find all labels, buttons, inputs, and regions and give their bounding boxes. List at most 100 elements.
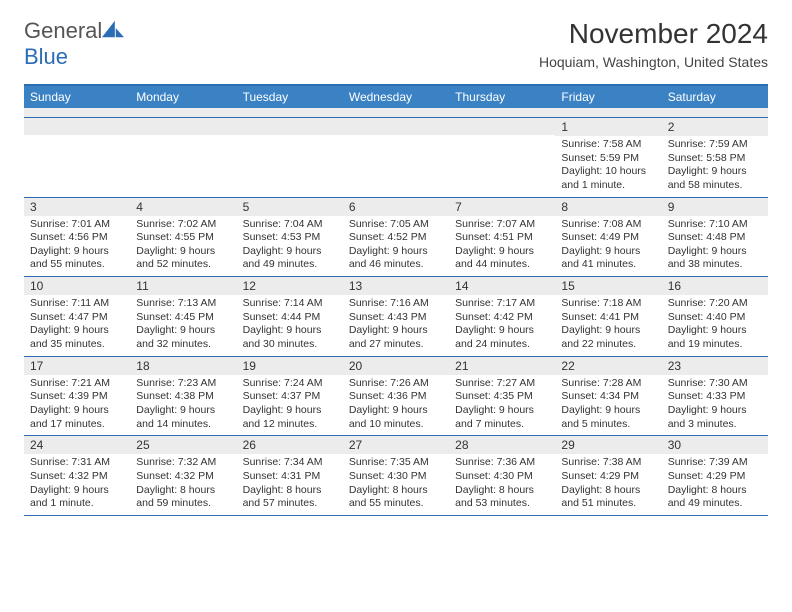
day-cell: 16Sunrise: 7:20 AMSunset: 4:40 PMDayligh…: [662, 277, 768, 356]
sunrise-line: Sunrise: 7:11 AM: [30, 297, 124, 311]
sunset-line: Sunset: 4:33 PM: [668, 390, 762, 404]
daylight-line: Daylight: 9 hours and 22 minutes.: [561, 324, 655, 351]
logo-triangle-icon: [102, 20, 124, 38]
day-number: [237, 118, 343, 135]
day-cell: 22Sunrise: 7:28 AMSunset: 4:34 PMDayligh…: [555, 357, 661, 436]
daylight-line: Daylight: 9 hours and 3 minutes.: [668, 404, 762, 431]
day-cell: 1Sunrise: 7:58 AMSunset: 5:59 PMDaylight…: [555, 118, 661, 197]
day-cell: 9Sunrise: 7:10 AMSunset: 4:48 PMDaylight…: [662, 198, 768, 277]
logo-word1: General: [24, 18, 102, 43]
sunrise-line: Sunrise: 7:18 AM: [561, 297, 655, 311]
day-cell: 11Sunrise: 7:13 AMSunset: 4:45 PMDayligh…: [130, 277, 236, 356]
week-row: 17Sunrise: 7:21 AMSunset: 4:39 PMDayligh…: [24, 357, 768, 437]
weekday-label: Wednesday: [343, 86, 449, 108]
day-number: 9: [662, 198, 768, 216]
day-body: Sunrise: 7:32 AMSunset: 4:32 PMDaylight:…: [130, 454, 236, 515]
sunrise-line: Sunrise: 7:05 AM: [349, 218, 443, 232]
day-cell: 4Sunrise: 7:02 AMSunset: 4:55 PMDaylight…: [130, 198, 236, 277]
day-body: Sunrise: 7:34 AMSunset: 4:31 PMDaylight:…: [237, 454, 343, 515]
sunrise-line: Sunrise: 7:13 AM: [136, 297, 230, 311]
header: GeneralBlue November 2024 Hoquiam, Washi…: [0, 0, 792, 76]
sunrise-line: Sunrise: 7:38 AM: [561, 456, 655, 470]
day-body: Sunrise: 7:38 AMSunset: 4:29 PMDaylight:…: [555, 454, 661, 515]
daylight-line: Daylight: 9 hours and 12 minutes.: [243, 404, 337, 431]
sunrise-line: Sunrise: 7:36 AM: [455, 456, 549, 470]
day-cell: 8Sunrise: 7:08 AMSunset: 4:49 PMDaylight…: [555, 198, 661, 277]
day-number: 28: [449, 436, 555, 454]
sunset-line: Sunset: 4:56 PM: [30, 231, 124, 245]
daylight-line: Daylight: 9 hours and 49 minutes.: [243, 245, 337, 272]
day-cell: [24, 118, 130, 197]
day-body: Sunrise: 7:36 AMSunset: 4:30 PMDaylight:…: [449, 454, 555, 515]
sunset-line: Sunset: 4:51 PM: [455, 231, 549, 245]
day-number: 19: [237, 357, 343, 375]
week-row: 10Sunrise: 7:11 AMSunset: 4:47 PMDayligh…: [24, 277, 768, 357]
day-body: Sunrise: 7:02 AMSunset: 4:55 PMDaylight:…: [130, 216, 236, 277]
sunrise-line: Sunrise: 7:34 AM: [243, 456, 337, 470]
day-body: [130, 135, 236, 195]
sunrise-line: Sunrise: 7:35 AM: [349, 456, 443, 470]
day-body: Sunrise: 7:31 AMSunset: 4:32 PMDaylight:…: [24, 454, 130, 515]
daylight-line: Daylight: 9 hours and 55 minutes.: [30, 245, 124, 272]
daylight-line: Daylight: 8 hours and 57 minutes.: [243, 484, 337, 511]
day-body: Sunrise: 7:26 AMSunset: 4:36 PMDaylight:…: [343, 375, 449, 436]
day-number: 12: [237, 277, 343, 295]
day-cell: 10 Sunrise: 7:11 AMSunset: 4:47 PMDayligh…: [24, 277, 130, 356]
day-cell: 24Sunrise: 7:31 AMSunset: 4:32 PMDayligh…: [24, 436, 130, 515]
sunrise-line: Sunrise: 7:31 AM: [30, 456, 124, 470]
day-number: 30: [662, 436, 768, 454]
daylight-line: Daylight: 9 hours and 35 minutes.: [30, 324, 124, 351]
sunrise-line: Sunrise: 7:27 AM: [455, 377, 549, 391]
day-body: [237, 135, 343, 195]
daylight-line: Daylight: 8 hours and 49 minutes.: [668, 484, 762, 511]
sunrise-line: Sunrise: 7:39 AM: [668, 456, 762, 470]
sunset-line: Sunset: 5:59 PM: [561, 152, 655, 166]
sunrise-line: Sunrise: 7:21 AM: [30, 377, 124, 391]
page-subtitle: Hoquiam, Washington, United States: [539, 54, 768, 70]
day-cell: 27Sunrise: 7:35 AMSunset: 4:30 PMDayligh…: [343, 436, 449, 515]
sunset-line: Sunset: 4:45 PM: [136, 311, 230, 325]
sunset-line: Sunset: 5:58 PM: [668, 152, 762, 166]
sunset-line: Sunset: 4:47 PM: [30, 311, 124, 325]
daylight-line: Daylight: 9 hours and 19 minutes.: [668, 324, 762, 351]
sunrise-line: Sunrise: 7:08 AM: [561, 218, 655, 232]
day-number: 10: [24, 277, 130, 295]
day-body: Sunrise: 7:10 AMSunset: 4:48 PMDaylight:…: [662, 216, 768, 277]
daylight-line: Daylight: 9 hours and 24 minutes.: [455, 324, 549, 351]
day-cell: [449, 118, 555, 197]
day-number: 29: [555, 436, 661, 454]
weekday-label: Friday: [555, 86, 661, 108]
day-number: 7: [449, 198, 555, 216]
weekday-label: Sunday: [24, 86, 130, 108]
day-number: 21: [449, 357, 555, 375]
sunset-line: Sunset: 4:32 PM: [30, 470, 124, 484]
weekday-row: SundayMondayTuesdayWednesdayThursdayFrid…: [24, 86, 768, 108]
daylight-line: Daylight: 9 hours and 58 minutes.: [668, 165, 762, 192]
weekday-label: Tuesday: [237, 86, 343, 108]
daylight-line: Daylight: 9 hours and 7 minutes.: [455, 404, 549, 431]
daylight-line: Daylight: 9 hours and 38 minutes.: [668, 245, 762, 272]
sunset-line: Sunset: 4:31 PM: [243, 470, 337, 484]
day-body: [24, 135, 130, 195]
day-number: 3: [24, 198, 130, 216]
daylight-line: Daylight: 8 hours and 55 minutes.: [349, 484, 443, 511]
daylight-line: Daylight: 9 hours and 5 minutes.: [561, 404, 655, 431]
day-cell: [237, 118, 343, 197]
sunrise-line: Sunrise: 7:30 AM: [668, 377, 762, 391]
day-body: Sunrise: 7:23 AMSunset: 4:38 PMDaylight:…: [130, 375, 236, 436]
day-body: Sunrise: 7:35 AMSunset: 4:30 PMDaylight:…: [343, 454, 449, 515]
day-number: 17: [24, 357, 130, 375]
day-cell: 21Sunrise: 7:27 AMSunset: 4:35 PMDayligh…: [449, 357, 555, 436]
daylight-line: Daylight: 9 hours and 14 minutes.: [136, 404, 230, 431]
sunset-line: Sunset: 4:37 PM: [243, 390, 337, 404]
sunset-line: Sunset: 4:53 PM: [243, 231, 337, 245]
sunrise-line: Sunrise: 7:01 AM: [30, 218, 124, 232]
daylight-line: Daylight: 9 hours and 44 minutes.: [455, 245, 549, 272]
day-body: Sunrise: 7:16 AMSunset: 4:43 PMDaylight:…: [343, 295, 449, 356]
day-number: 25: [130, 436, 236, 454]
day-number: 2: [662, 118, 768, 136]
logo-text: GeneralBlue: [24, 18, 124, 70]
calendar: SundayMondayTuesdayWednesdayThursdayFrid…: [24, 84, 768, 516]
logo-word2: Blue: [24, 44, 68, 69]
daylight-line: Daylight: 9 hours and 46 minutes.: [349, 245, 443, 272]
